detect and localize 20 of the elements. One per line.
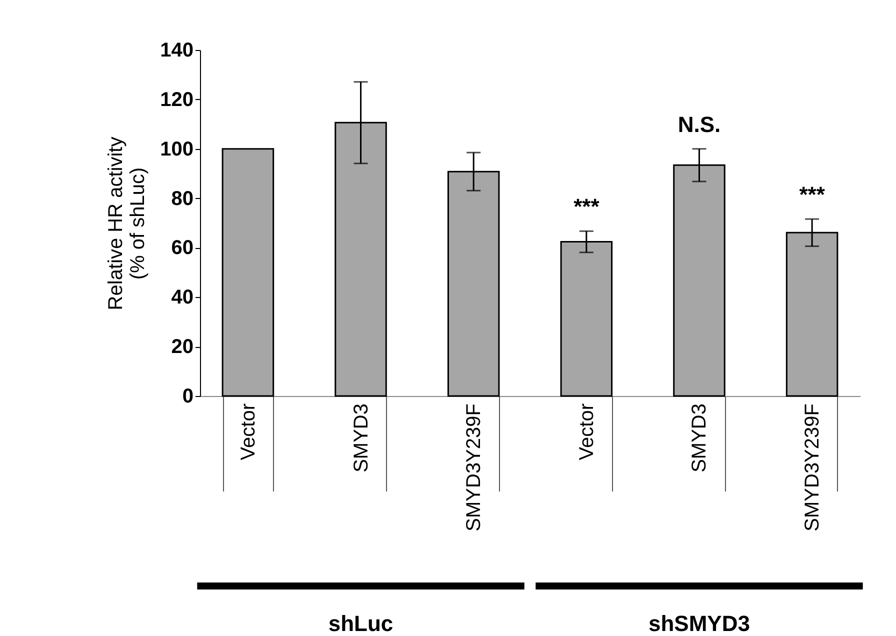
text: shSMYD3 xyxy=(648,611,750,636)
y-axis-title: Relative HR activity (% of shLuc) xyxy=(105,136,150,310)
y-tick-label: 40 xyxy=(171,286,194,309)
y-tick-label: 100 xyxy=(160,138,194,160)
y-tick-label: 120 xyxy=(160,88,194,111)
x-tick-label: Vector xyxy=(576,403,598,460)
y-tick-label: 20 xyxy=(171,336,194,358)
y-tick-label: 140 xyxy=(160,40,194,62)
annotation: *** xyxy=(574,194,600,220)
y-tick-label: 0 xyxy=(182,386,194,408)
y-tick-label: 80 xyxy=(171,188,194,210)
x-tick-label: SMYD3Y239F xyxy=(802,404,824,532)
x-tick-label: SMYD3 xyxy=(350,404,372,472)
annotation: *** xyxy=(799,182,826,208)
x-tick-label: SMYD3 xyxy=(688,404,711,472)
x-tick-label: SMYD3Y239F xyxy=(463,404,486,532)
annotation: N.S. xyxy=(678,112,721,137)
x-tick-label: Vector xyxy=(237,403,260,460)
y-tick-label: 60 xyxy=(171,237,194,260)
text: shLuc xyxy=(328,611,394,636)
